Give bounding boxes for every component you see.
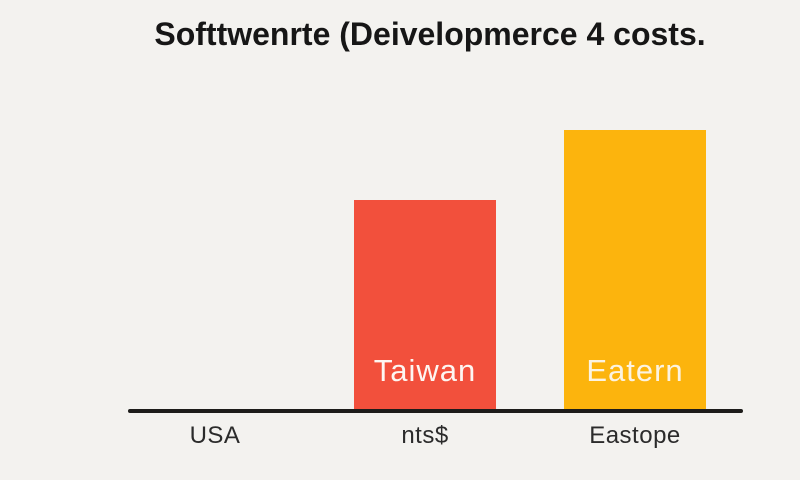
plot-area: Taiwan Eatern: [110, 109, 740, 409]
x-tick-label: USA: [189, 422, 241, 449]
bar-column: Taiwan: [320, 109, 530, 409]
x-axis-line: [128, 409, 743, 413]
bar-taiwan: Taiwan: [354, 200, 496, 409]
bar-eatern: Eatern: [564, 130, 706, 409]
bar-column: Eatern: [530, 109, 740, 409]
x-tick-label: nts$: [401, 422, 449, 449]
x-axis-labels: USA nts$ Eastope: [110, 422, 740, 450]
bar-label: Eatern: [586, 353, 684, 388]
x-tick-label: Eastope: [589, 422, 681, 449]
bar-column: [110, 109, 320, 409]
bar-label: Taiwan: [373, 353, 477, 388]
chart-title: Softtwenrte (Deivelopmerce 4 costs.: [154, 16, 706, 52]
